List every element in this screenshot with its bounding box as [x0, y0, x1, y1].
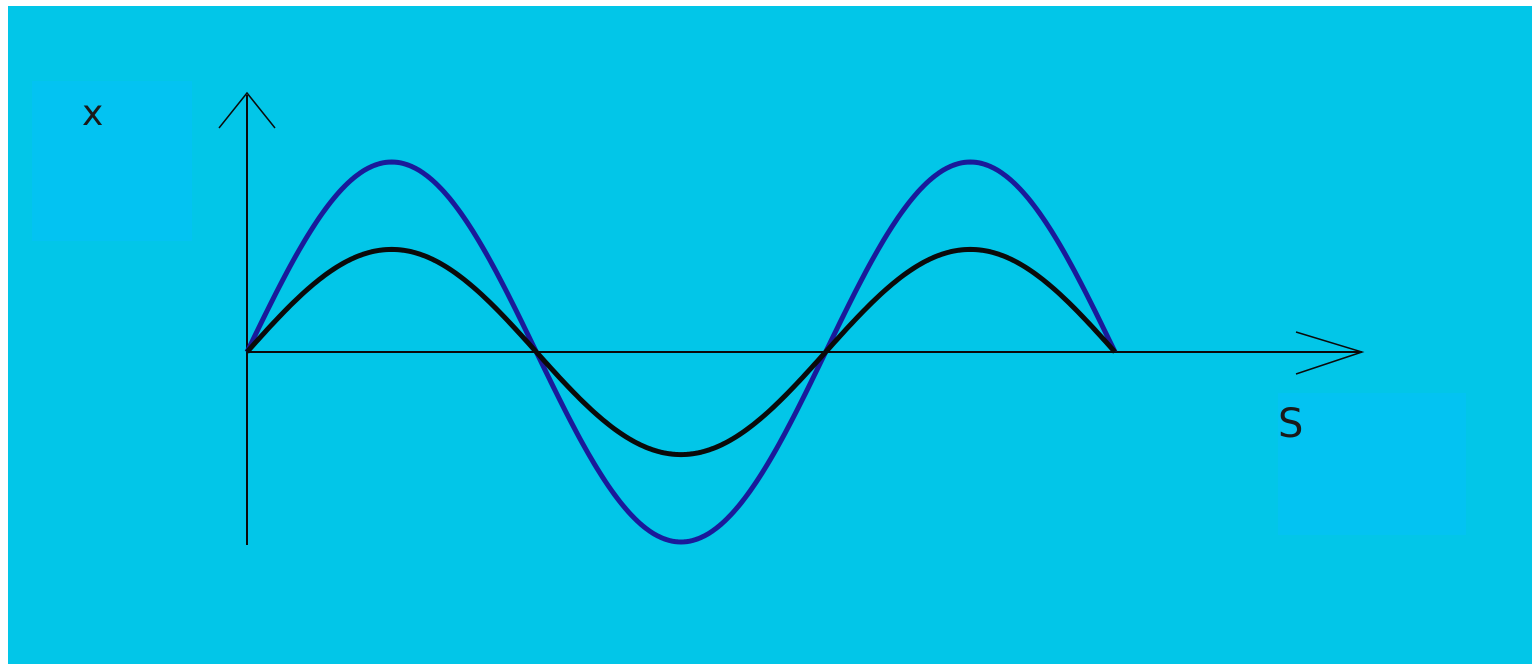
- x-axis-label: S: [1278, 401, 1304, 447]
- x-axis-label-box: [1278, 393, 1466, 535]
- x-axis-arrowhead: [1295, 331, 1365, 375]
- axes: [218, 91, 1365, 545]
- series-layer: [244, 159, 1118, 545]
- y-axis-label-box: [32, 81, 192, 241]
- series-large-amplitude-line: [244, 159, 1118, 545]
- y-axis-arrowhead: [218, 91, 276, 129]
- y-axis-label: x: [82, 93, 104, 134]
- series-small-amplitude-line: [245, 246, 1117, 458]
